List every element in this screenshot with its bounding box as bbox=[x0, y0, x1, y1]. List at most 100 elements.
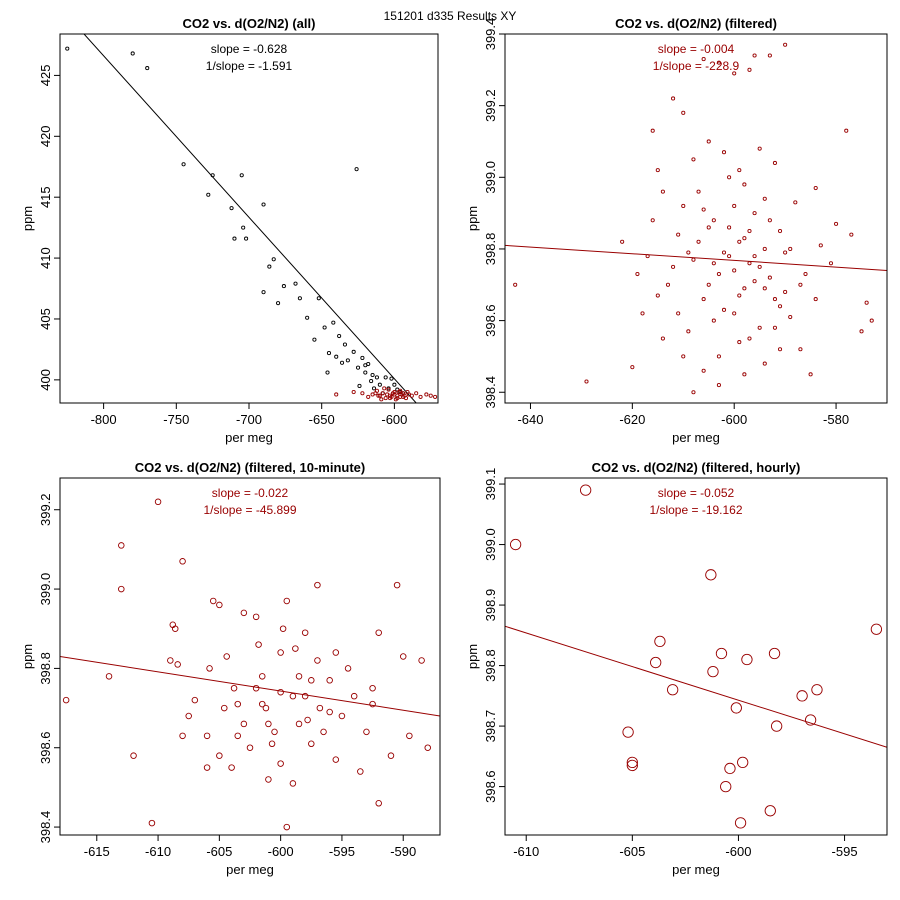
data-point bbox=[246, 744, 254, 751]
data-point bbox=[234, 732, 241, 740]
data-point bbox=[363, 363, 368, 368]
data-point bbox=[351, 389, 356, 395]
data-point bbox=[395, 396, 400, 401]
data-point bbox=[252, 613, 260, 621]
x-tick-label: -640 bbox=[517, 412, 543, 427]
y-tick-label: 420 bbox=[38, 125, 53, 147]
data-point bbox=[701, 297, 706, 302]
y-tick-label: 399.0 bbox=[38, 573, 53, 606]
data-point bbox=[433, 394, 438, 399]
data-point bbox=[216, 752, 223, 759]
chart-panel: CO2 vs. d(O2/N2) (all) slope = -0.628 1/sl… bbox=[20, 16, 439, 445]
x-tick-label: -600 bbox=[725, 844, 751, 859]
data-point bbox=[386, 387, 391, 392]
x-axis-label: per meg bbox=[226, 862, 274, 877]
data-point bbox=[811, 684, 823, 696]
data-point bbox=[392, 389, 397, 395]
data-point bbox=[742, 182, 747, 187]
data-point bbox=[377, 393, 382, 398]
data-point bbox=[289, 692, 297, 700]
x-axis-label: per meg bbox=[672, 430, 720, 445]
data-point bbox=[859, 329, 864, 334]
data-point bbox=[752, 53, 757, 58]
data-point bbox=[645, 254, 650, 259]
data-point bbox=[171, 625, 179, 632]
chart-title: CO2 vs. d(O2/N2) (all) bbox=[183, 16, 316, 31]
data-point bbox=[691, 257, 696, 262]
data-point bbox=[277, 760, 284, 767]
slope-annotation: 1/slope = -1.591 bbox=[206, 59, 293, 73]
data-point bbox=[130, 51, 135, 56]
data-point bbox=[241, 225, 246, 230]
data-point bbox=[752, 279, 757, 284]
x-axis-label: per meg bbox=[225, 430, 273, 445]
data-point bbox=[686, 329, 691, 334]
data-point bbox=[332, 649, 340, 656]
data-point bbox=[398, 388, 403, 393]
data-point bbox=[727, 225, 732, 230]
data-point bbox=[676, 311, 681, 316]
data-point bbox=[293, 281, 298, 286]
data-point bbox=[289, 780, 297, 787]
data-point bbox=[375, 800, 382, 807]
data-point bbox=[849, 232, 854, 237]
data-point bbox=[297, 296, 302, 301]
data-point bbox=[844, 128, 849, 133]
data-point bbox=[203, 764, 211, 771]
data-point bbox=[252, 684, 260, 692]
data-point bbox=[357, 768, 364, 775]
data-point bbox=[316, 296, 321, 301]
data-point bbox=[762, 246, 767, 252]
data-point bbox=[322, 325, 327, 330]
data-point bbox=[676, 232, 681, 237]
data-point bbox=[345, 358, 350, 363]
fit-line bbox=[505, 244, 887, 271]
x-tick-label: -700 bbox=[236, 412, 262, 427]
y-tick-label: 399.2 bbox=[38, 493, 53, 526]
data-point bbox=[796, 690, 808, 702]
data-point bbox=[701, 207, 706, 212]
data-point bbox=[706, 139, 711, 144]
data-point bbox=[711, 261, 716, 266]
y-tick-label: 398.8 bbox=[483, 233, 498, 266]
x-tick-label: -620 bbox=[619, 412, 645, 427]
data-point bbox=[382, 386, 387, 391]
data-point bbox=[579, 484, 592, 496]
data-point bbox=[374, 375, 379, 380]
y-axis-label: ppm bbox=[465, 644, 480, 669]
data-point bbox=[393, 581, 401, 589]
data-point bbox=[864, 300, 869, 305]
data-point bbox=[185, 712, 192, 720]
data-point bbox=[732, 268, 737, 273]
data-point bbox=[701, 57, 706, 62]
data-point bbox=[667, 684, 679, 696]
data-point bbox=[383, 396, 388, 401]
data-point bbox=[314, 657, 321, 664]
data-point bbox=[798, 282, 803, 287]
x-tick-label: -600 bbox=[268, 844, 294, 859]
data-point bbox=[741, 653, 753, 666]
data-point bbox=[179, 732, 186, 740]
data-point bbox=[360, 355, 365, 360]
data-point bbox=[271, 257, 276, 262]
data-point bbox=[351, 349, 356, 354]
data-point bbox=[379, 397, 384, 402]
data-point bbox=[261, 202, 266, 207]
data-point bbox=[737, 340, 742, 345]
data-point bbox=[742, 372, 747, 377]
data-point bbox=[793, 200, 798, 205]
data-point bbox=[229, 206, 234, 211]
data-point bbox=[620, 239, 625, 244]
x-tick-label: -605 bbox=[619, 844, 645, 859]
data-point bbox=[145, 66, 150, 71]
data-point bbox=[772, 325, 777, 330]
data-point bbox=[707, 665, 719, 678]
data-point bbox=[234, 700, 241, 708]
data-point bbox=[424, 744, 431, 751]
data-point bbox=[767, 53, 772, 58]
data-point bbox=[325, 370, 330, 375]
data-point bbox=[762, 286, 767, 291]
x-tick-label: -800 bbox=[91, 412, 117, 427]
slope-annotation: 1/slope = -19.162 bbox=[649, 503, 742, 517]
data-point bbox=[387, 396, 393, 401]
